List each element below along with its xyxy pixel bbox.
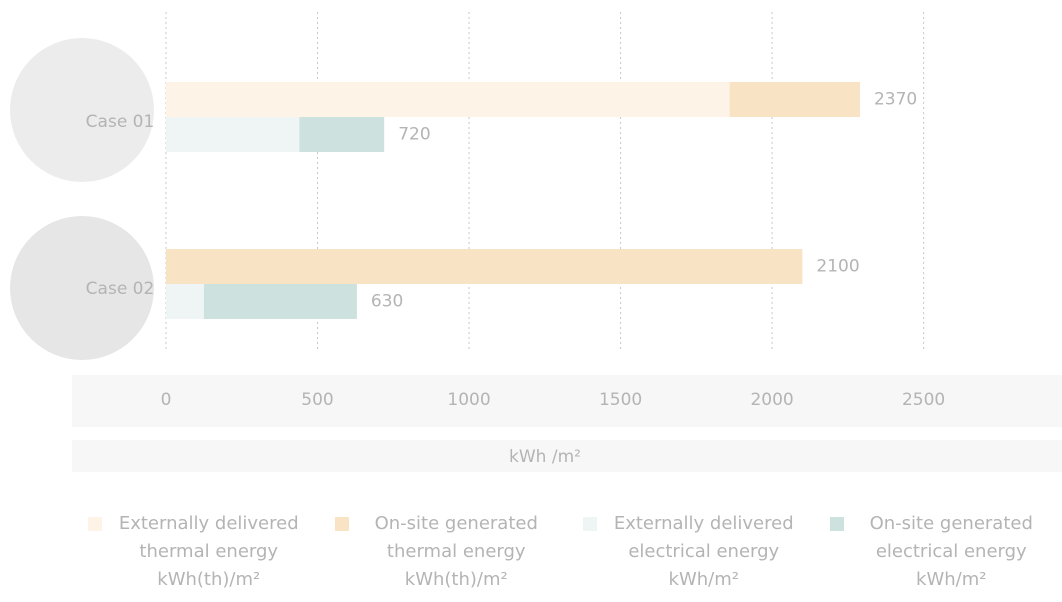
legend-label: On-site generated thermal energy kWh(th)… [374,513,538,590]
total-label: 2370 [874,90,917,110]
legend-label: Externally delivered electrical energy k… [613,513,794,590]
axis-title-band [72,440,1062,472]
case-image [10,38,154,182]
x-tick-label: 2000 [750,390,793,410]
legend-label: Externally delivered thermal energy kWh(… [118,513,299,590]
x-tick-label: 1500 [599,390,642,410]
legend: Externally delivered thermal energy kWh(… [72,510,1062,594]
bar-segment [166,284,204,319]
bar-segment [729,82,860,117]
x-tick-label: 500 [301,390,333,410]
bar-segment [166,117,300,152]
bar-segment [166,249,803,284]
x-tick-label: 2500 [902,390,945,410]
x-tick-label: 0 [161,390,172,410]
total-label: 630 [371,292,403,312]
legend-swatch [582,517,597,531]
category-label: Case 02 [86,279,155,299]
bar-segment [299,117,385,152]
total-label: 720 [398,125,430,145]
legend-label: On-site generated electrical energy kWh/… [869,513,1033,590]
legend-swatch [830,517,845,531]
x-axis-title: kWh /m² [509,447,581,467]
bar-segment [166,82,730,117]
tick-band [72,375,1062,427]
category-label: Case 01 [86,112,155,132]
bar-segment [203,284,357,319]
x-tick-label: 1000 [447,390,490,410]
legend-item: Externally delivered thermal energy kWh(… [72,510,320,594]
legend-item: On-site generated thermal energy kWh(th)… [320,510,568,594]
case-image [10,216,154,360]
legend-swatch [335,517,350,531]
legend-item: On-site generated electrical energy kWh/… [815,510,1062,594]
legend-swatch [87,517,102,531]
total-label: 2100 [816,257,859,277]
legend-item: Externally delivered electrical energy k… [567,510,815,594]
